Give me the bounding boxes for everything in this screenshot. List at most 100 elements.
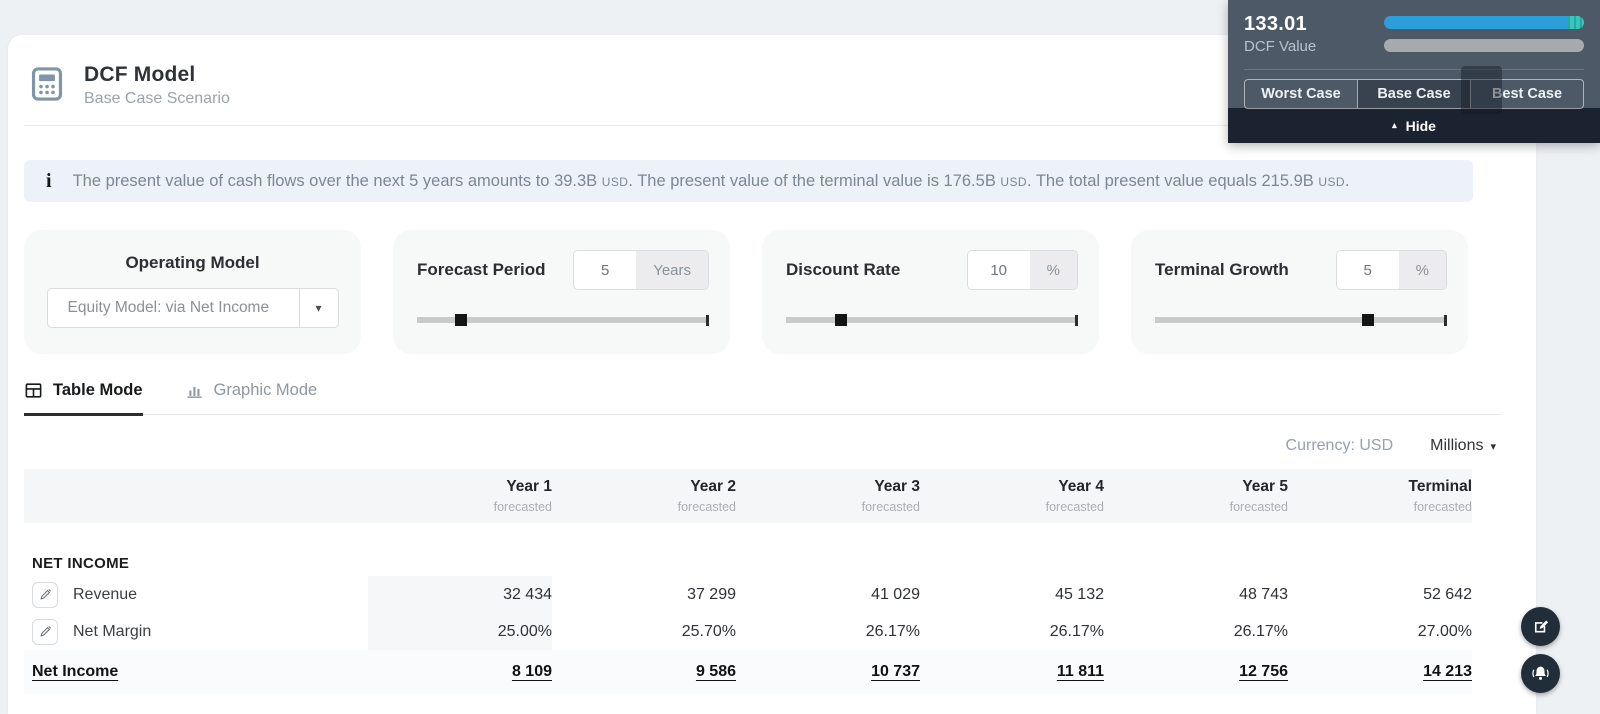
slider-track bbox=[786, 317, 1078, 323]
pencil-icon bbox=[39, 588, 51, 600]
edit-note-icon bbox=[1534, 620, 1549, 633]
dcf-panel-bars bbox=[1384, 13, 1584, 62]
edit-revenue-button[interactable] bbox=[32, 581, 58, 608]
slider-thumb[interactable] bbox=[1362, 314, 1375, 326]
terminal-growth-input[interactable] bbox=[1336, 251, 1399, 289]
info-banner: i The present value of cash flows over t… bbox=[24, 160, 1473, 202]
cell-value: 37 299 bbox=[687, 585, 736, 603]
terminal-growth-label: Terminal Growth bbox=[1155, 260, 1289, 279]
chevron-up-icon: ▴ bbox=[1392, 120, 1397, 130]
cell-value: 48 743 bbox=[1239, 585, 1288, 603]
column-sublabel: forecasted bbox=[1045, 500, 1104, 514]
cell-value: 12 756 bbox=[1239, 663, 1288, 680]
banner-unit: USD bbox=[601, 174, 629, 189]
row-label-cell: Revenue bbox=[24, 581, 368, 608]
cell-value: 41 029 bbox=[871, 585, 920, 603]
table-header-row: Year 1 forecasted Year 2 forecasted Year… bbox=[24, 469, 1472, 523]
dcf-table: Year 1 forecasted Year 2 forecasted Year… bbox=[24, 469, 1472, 694]
operating-model-card: Operating Model Equity Model: via Net In… bbox=[24, 230, 361, 354]
row-label: Net Margin bbox=[73, 622, 152, 640]
hide-label: Hide bbox=[1405, 117, 1436, 134]
cell-value: 26.17% bbox=[865, 622, 920, 640]
terminal-growth-input-group: % bbox=[1335, 250, 1447, 290]
cell-value: 26.17% bbox=[1049, 622, 1104, 640]
banner-segment: The present value of cash flows over the… bbox=[72, 171, 602, 190]
column-label: Year 3 bbox=[874, 478, 920, 495]
base-case-button[interactable]: Base Case bbox=[1357, 80, 1470, 108]
discount-rate-input-group: % bbox=[966, 250, 1078, 290]
column-label: Terminal bbox=[1408, 478, 1472, 495]
table-icon bbox=[25, 383, 42, 398]
column-sublabel: forecasted bbox=[493, 500, 552, 514]
total-row-label: Net Income bbox=[32, 663, 119, 680]
section-label-net-income: NET INCOME bbox=[32, 555, 130, 572]
slider-thumb[interactable] bbox=[835, 314, 848, 326]
row-label-cell: Net Income bbox=[24, 663, 368, 681]
table-row-net-margin: Net Margin 25.00% 25.70% 26.17% 26.17% 2… bbox=[24, 613, 1472, 650]
edit-net-margin-button[interactable] bbox=[32, 618, 58, 645]
column-label: Year 2 bbox=[690, 478, 736, 495]
banner-unit: USD bbox=[1000, 174, 1027, 189]
units-dropdown[interactable]: Millions ▾ bbox=[1430, 437, 1496, 455]
comparison-bar bbox=[1384, 39, 1584, 52]
annotate-button[interactable] bbox=[1521, 607, 1560, 646]
column-header: Year 1 forecasted bbox=[368, 478, 552, 514]
slider-thumb[interactable] bbox=[454, 314, 467, 326]
column-header: Terminal forecasted bbox=[1288, 478, 1472, 514]
cell-value: 14 213 bbox=[1423, 663, 1472, 680]
row-label-cell: Net Margin bbox=[24, 618, 368, 645]
banner-segment: . The total present value equals 215.9B bbox=[1026, 171, 1319, 190]
column-label: Year 4 bbox=[1058, 478, 1104, 495]
tab-table-mode[interactable]: Table Mode bbox=[24, 381, 143, 416]
tab-table-mode-label: Table Mode bbox=[53, 381, 143, 399]
cell-value: 25.70% bbox=[681, 622, 736, 640]
column-header: Year 3 forecasted bbox=[736, 478, 920, 514]
table-row-revenue: Revenue 32 434 37 299 41 029 45 132 48 7… bbox=[24, 576, 1472, 613]
scroll-thumb-overlay bbox=[1461, 66, 1502, 114]
dcf-panel-top: 133.01 DCF Value Worst Case Base Case Be… bbox=[1228, 0, 1600, 114]
dcf-value-label: DCF Value bbox=[1244, 38, 1317, 55]
tab-graphic-mode-label: Graphic Mode bbox=[213, 381, 318, 399]
discount-rate-slider[interactable] bbox=[786, 314, 1078, 327]
best-case-button[interactable]: Best Case bbox=[1470, 80, 1583, 108]
banner-text: The present value of cash flows over the… bbox=[73, 172, 1350, 191]
hide-panel-button[interactable]: ▴ Hide bbox=[1228, 108, 1600, 143]
column-label: Year 1 bbox=[506, 478, 552, 495]
column-sublabel: forecasted bbox=[1413, 500, 1472, 514]
discount-rate-label: Discount Rate bbox=[786, 260, 901, 279]
bar-chart-icon bbox=[186, 386, 202, 398]
banner-segment: . The present value of the terminal valu… bbox=[628, 171, 1001, 190]
column-header: Year 2 forecasted bbox=[552, 478, 736, 514]
slider-end-tick bbox=[1444, 315, 1447, 326]
cell-value: 52 642 bbox=[1423, 585, 1472, 603]
terminal-growth-slider[interactable] bbox=[1155, 314, 1447, 327]
table-row-net-income-total: Net Income 8 109 9 586 10 737 11 811 12 … bbox=[24, 650, 1472, 694]
terminal-growth-card: Terminal Growth % bbox=[1131, 230, 1468, 354]
discount-rate-input[interactable] bbox=[967, 251, 1030, 289]
title-block: DCF Model Base Case Scenario bbox=[84, 63, 230, 108]
slider-track bbox=[1155, 317, 1447, 323]
cell-value: 11 811 bbox=[1056, 663, 1104, 680]
dcf-value-block: 133.01 DCF Value bbox=[1244, 13, 1316, 62]
slider-end-tick bbox=[1075, 315, 1078, 326]
forecast-period-label: Forecast Period bbox=[417, 260, 546, 279]
info-icon: i bbox=[46, 170, 52, 192]
table-meta-row: Currency: USD Millions ▾ bbox=[24, 437, 1496, 455]
terminal-growth-unit: % bbox=[1398, 251, 1446, 289]
discount-rate-card: Discount Rate % bbox=[762, 230, 1099, 354]
cell-value: 27.00% bbox=[1417, 622, 1472, 640]
chevron-down-icon[interactable]: ▾ bbox=[298, 289, 338, 327]
panel-divider bbox=[1244, 69, 1584, 70]
dcf-panel-row: 133.01 DCF Value bbox=[1244, 13, 1584, 62]
forecast-period-unit: Years bbox=[636, 251, 708, 289]
notifications-button[interactable] bbox=[1521, 654, 1560, 693]
worst-case-button[interactable]: Worst Case bbox=[1245, 80, 1357, 108]
tab-graphic-mode[interactable]: Graphic Mode bbox=[185, 381, 318, 416]
scenario-switcher: Worst Case Base Case Best Case bbox=[1244, 79, 1584, 109]
forecast-period-input[interactable] bbox=[574, 251, 637, 289]
operating-model-select[interactable]: Equity Model: via Net Income ▾ bbox=[46, 288, 339, 328]
chevron-down-icon: ▾ bbox=[1490, 440, 1496, 453]
forecast-period-slider[interactable] bbox=[417, 314, 709, 327]
cell-value: 32 434 bbox=[368, 576, 552, 613]
currency-label: Currency: USD bbox=[1285, 437, 1394, 454]
